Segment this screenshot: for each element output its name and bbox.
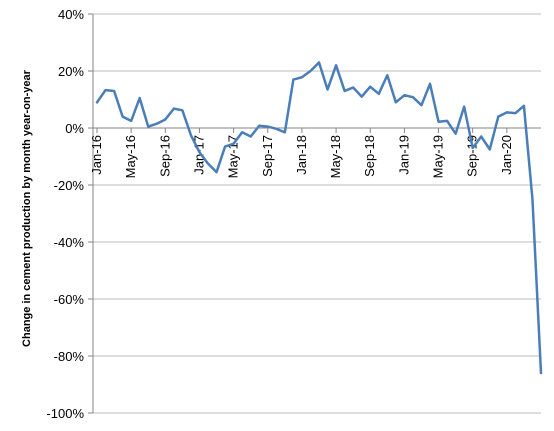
series-line [95,61,543,375]
y-tick-label: 20% [58,64,84,79]
y-tick-label: -100% [46,406,84,421]
series-group [95,61,543,375]
y-axis-ticks: 40% 20% 0% -20% -40% -60% -80% -100% [46,7,93,421]
y-tick-label: 40% [58,7,84,22]
y-tick-label: -60% [54,292,85,307]
x-tick-label: May-18 [328,135,343,178]
x-axis-ticks: Jan-16 May-16 Sep-16 Jan-17 May-17 Sep-17 Jan-… [89,128,514,178]
y-tick-label: -20% [54,178,85,193]
y-tick-label: -80% [54,349,85,364]
x-tick-label: Sep-18 [362,135,377,177]
x-tick-label: May-16 [123,135,138,178]
y-axis-label: Change in cement production by month yea… [21,69,33,347]
y-tick-label: 0% [65,121,84,136]
gridlines [93,13,541,414]
x-tick-label: Jan-18 [294,135,309,175]
x-tick-label: May-17 [226,135,241,178]
x-tick-label: May-19 [431,135,446,178]
x-tick-label: Sep-16 [157,135,172,177]
x-tick-label: Jan-16 [89,135,104,175]
x-tick-label: Jan-20 [499,135,514,175]
x-tick-label: Jan-19 [396,135,411,175]
y-tick-label: -40% [54,235,85,250]
x-tick-label: Sep-17 [260,135,275,177]
